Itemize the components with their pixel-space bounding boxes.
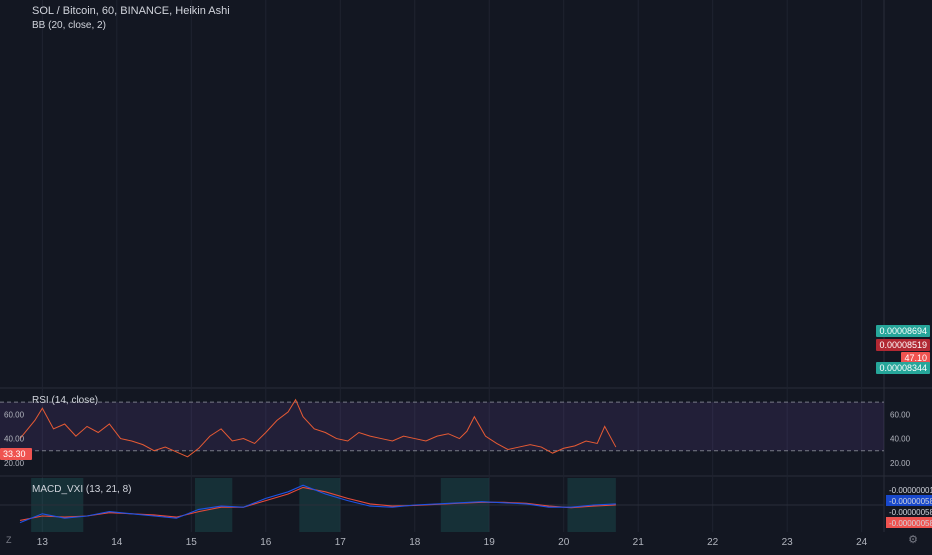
- rsi-pane[interactable]: [0, 398, 884, 458]
- rsi-band: [0, 402, 884, 451]
- time-tick-label: 23: [782, 537, 794, 548]
- macd-axis-label: -0.00000001: [889, 486, 932, 495]
- time-tick-label: 13: [37, 537, 49, 548]
- macd-value-tag: [886, 517, 932, 528]
- price-tag-bb-basis: 0.00008519: [876, 339, 930, 351]
- rsi-label: RSI (14, close): [32, 395, 99, 406]
- time-tick-label: 24: [856, 537, 868, 548]
- rsi-line: [19, 398, 617, 458]
- macd-pane[interactable]: [0, 478, 884, 532]
- time-tick-label: 14: [111, 537, 123, 548]
- macd-axis-label: -0.00000058: [889, 508, 932, 517]
- rsi-left-tag: 33.30: [0, 448, 32, 460]
- chart-title: SOL / Bitcoin, 60, BINANCE, Heikin Ashi: [32, 5, 230, 17]
- time-tick-label: 17: [335, 537, 347, 548]
- price-tag-countdown: 47.10: [901, 352, 930, 364]
- rsi-axis-label: 20.00: [890, 459, 911, 468]
- rsi-tick-label: 20.00: [4, 459, 25, 468]
- price-tag-bb-upper: 0.00008694: [876, 325, 930, 337]
- timezone-icon[interactable]: Z: [6, 535, 12, 545]
- axis-layer: 1314151617181920212223240.000135000.0001…: [4, 410, 932, 548]
- indicator-label: BB (20, close, 2): [32, 20, 106, 31]
- settings-gear-icon[interactable]: ⚙: [908, 534, 918, 546]
- macd-axis-label: -0.00000058: [889, 497, 932, 506]
- price-tag-bb-lower: 0.00008344: [876, 362, 930, 374]
- time-tick-label: 21: [633, 537, 645, 548]
- time-tick-label: 16: [260, 537, 272, 548]
- time-tick-label: 22: [707, 537, 719, 548]
- macd-label: MACD_VXI (13, 21, 8): [32, 484, 132, 495]
- time-tick-label: 18: [409, 537, 421, 548]
- rsi-tick-label: 60.00: [4, 410, 25, 419]
- rsi-axis-label: 60.00: [890, 410, 911, 419]
- time-tick-label: 19: [484, 537, 496, 548]
- rsi-axis-label: 40.00: [890, 435, 911, 444]
- time-tick-label: 20: [558, 537, 570, 548]
- grid-layer: [0, 0, 932, 532]
- macd-line: [19, 484, 616, 524]
- macd-axis-label: -0.00000058: [889, 519, 932, 528]
- rsi-tick-label: 40.00: [4, 435, 25, 444]
- time-tick-label: 15: [186, 537, 198, 548]
- macd-value-tag: [886, 495, 932, 506]
